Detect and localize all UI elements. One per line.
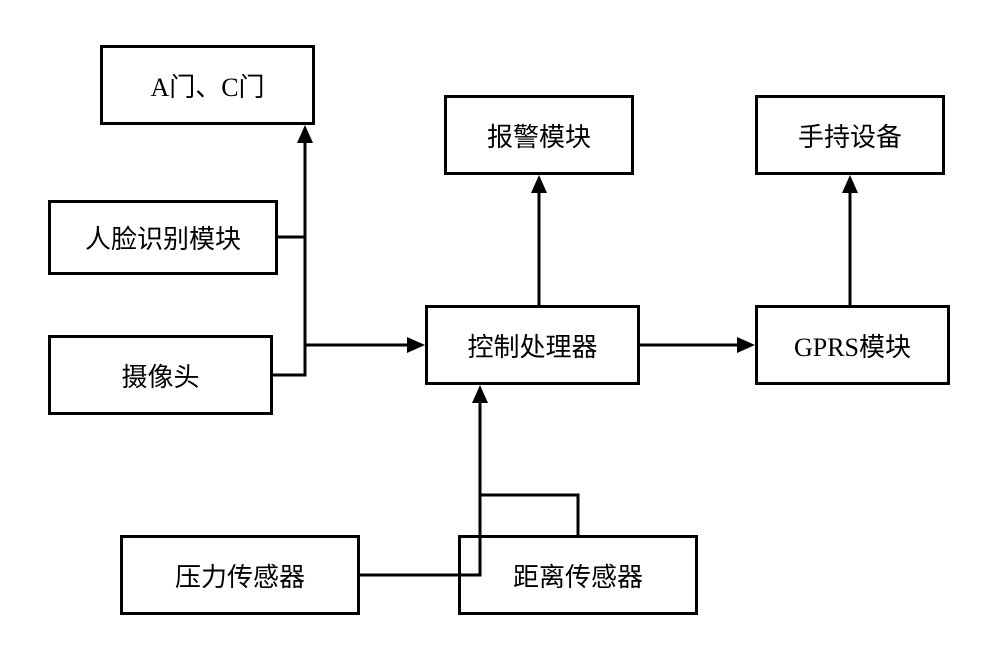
node-label: A门、C门	[150, 67, 264, 104]
node-controller: 控制处理器	[425, 305, 640, 385]
node-label: 人脸识别模块	[85, 219, 241, 256]
arrow-head-icon	[842, 175, 858, 193]
arrow-head-icon	[297, 125, 313, 143]
node-distance-sensor: 距离传感器	[458, 535, 698, 615]
node-label: GPRS模块	[794, 327, 911, 364]
node-label: 报警模块	[487, 117, 591, 154]
arrow-head-icon	[737, 337, 755, 353]
node-label: 手持设备	[798, 117, 902, 154]
node-label: 压力传感器	[175, 557, 305, 594]
arrow-head-icon	[531, 175, 547, 193]
node-handheld: 手持设备	[755, 95, 945, 175]
node-face-recognition: 人脸识别模块	[48, 200, 278, 275]
node-pressure-sensor: 压力传感器	[120, 535, 360, 615]
node-door-ac: A门、C门	[100, 45, 315, 125]
node-camera: 摄像头	[48, 335, 273, 415]
node-label: 控制处理器	[467, 327, 597, 364]
arrow-head-icon	[407, 337, 425, 353]
node-alarm: 报警模块	[444, 95, 634, 175]
node-label: 距离传感器	[513, 557, 643, 594]
node-label: 摄像头	[121, 357, 199, 394]
arrow-head-icon	[472, 385, 488, 403]
edge-face-to-door	[278, 132, 305, 237]
node-gprs: GPRS模块	[755, 305, 950, 385]
edge-distance-to-controller	[480, 495, 578, 535]
